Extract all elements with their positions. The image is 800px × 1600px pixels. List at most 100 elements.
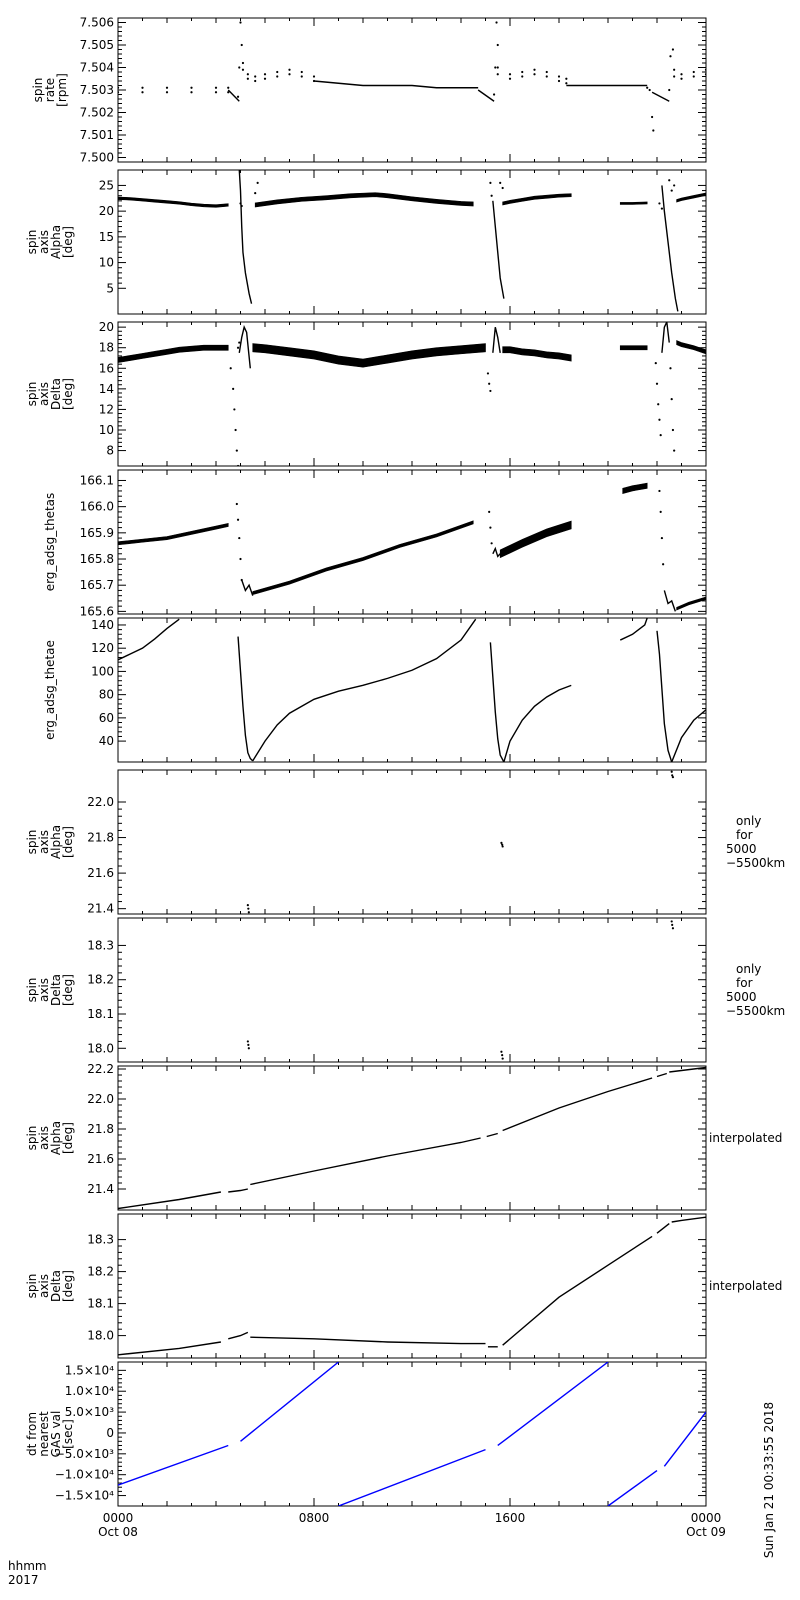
data-point — [495, 21, 498, 24]
data-point — [660, 207, 664, 210]
series-band — [118, 523, 229, 546]
y-tick-label: 18.3 — [87, 1233, 114, 1247]
y-axis-label: spin — [25, 382, 39, 407]
y-tick-label: 7.504 — [80, 61, 114, 75]
data-point — [673, 184, 676, 187]
data-point — [557, 79, 561, 83]
y-tick-label: 22.0 — [87, 795, 114, 809]
y-tick-label: −1.0×10⁴ — [55, 1468, 114, 1482]
data-point — [235, 502, 238, 506]
plot-frame — [117, 917, 707, 1063]
plot-area — [118, 1362, 706, 1506]
y-axis-label: GAS val — [49, 1411, 63, 1458]
side-annotation: for — [736, 828, 753, 842]
y-tick-label: 7.505 — [80, 38, 114, 52]
plot-frame — [117, 769, 707, 915]
y-axis-label: [deg] — [61, 1122, 75, 1154]
data-point — [565, 77, 568, 80]
y-tick-label: 7.503 — [80, 83, 114, 97]
data-point — [229, 367, 232, 370]
y-tick-label: 1.0×10⁴ — [65, 1384, 114, 1398]
panel-1: 7.500 7.501 7.502 7.503 7.504 7.505 7.506 spinr… — [31, 10, 707, 165]
y-axis-label: dt from — [25, 1412, 39, 1456]
y-tick-label: 166.0 — [80, 500, 114, 514]
y-axis-label: [sec] — [61, 1419, 75, 1449]
data-point — [239, 10, 241, 12]
y-tick-label: −1.5×10⁴ — [55, 1489, 114, 1503]
plot-frame — [117, 1361, 707, 1507]
y-tick-label: 120 — [91, 641, 114, 655]
data-point — [276, 75, 279, 78]
data-point — [247, 1047, 250, 1050]
data-point — [652, 129, 655, 132]
y-axis-label: spin — [25, 230, 39, 255]
data-point — [227, 91, 230, 94]
data-point — [670, 189, 673, 192]
series-line — [486, 1132, 498, 1138]
y-tick-label: 7.506 — [80, 16, 114, 30]
data-point — [247, 911, 250, 914]
series-line — [118, 1341, 222, 1356]
series-band — [252, 343, 486, 368]
panel-4: 165.6 165.7 165.8 165.9 166.0 166.1 erg_adsg_t… — [43, 469, 707, 618]
data-point — [496, 73, 499, 76]
data-point — [118, 86, 120, 89]
y-tick-label: 166.1 — [80, 473, 114, 487]
data-point — [263, 73, 267, 76]
series-band — [676, 596, 706, 611]
series-line — [250, 1137, 481, 1186]
y-tick-label: 16 — [99, 361, 114, 375]
y-axis-label: axis — [37, 230, 51, 254]
series-line — [656, 1072, 668, 1078]
series-line — [497, 1362, 609, 1447]
data-point — [692, 70, 695, 74]
data-point — [671, 776, 675, 779]
series-line — [671, 1216, 706, 1223]
y-axis-label: Delta — [49, 378, 63, 410]
data-point — [246, 1040, 249, 1043]
data-point — [501, 845, 504, 848]
y-tick-label: 60 — [99, 711, 114, 725]
data-point — [300, 70, 303, 74]
data-point — [246, 73, 249, 76]
data-point — [490, 194, 493, 197]
data-point — [241, 68, 245, 71]
y-axis-label: axis — [37, 830, 51, 854]
data-point — [671, 923, 674, 926]
series-line — [619, 618, 648, 641]
series-line — [477, 89, 495, 102]
time-axis-footer: hhmm 2017 Sun Jan 21 00:33:55 2018 — [8, 1402, 776, 1587]
data-point — [489, 526, 492, 529]
panel-10: −1.5×10⁴ −1.0×10⁴ −5.0×10³ 0 5.0×10³ 1.0×10⁴ 1… — [25, 1361, 707, 1507]
data-point — [490, 542, 493, 545]
y-axis-label: axis — [37, 1126, 51, 1150]
data-point — [659, 510, 662, 513]
series-line — [661, 322, 670, 353]
y-tick-label: 18.1 — [87, 1297, 114, 1311]
panel-stack: 7.5007.5017.5027.5037.5047.5057.506spinr… — [25, 10, 785, 1540]
data-point — [486, 372, 490, 375]
data-point — [533, 68, 536, 71]
y-axis-label: spin — [25, 1126, 39, 1151]
side-annotation: interpolated — [709, 1279, 782, 1293]
data-point — [240, 43, 243, 47]
y-tick-label: 18.3 — [87, 938, 114, 952]
plot-frame — [117, 1065, 707, 1211]
series-line — [663, 1411, 706, 1467]
series-line — [502, 1077, 653, 1132]
data-point — [557, 75, 561, 78]
y-tick-label: 14 — [99, 382, 114, 396]
data-point — [671, 927, 675, 930]
data-point — [670, 398, 673, 401]
data-point — [673, 449, 676, 452]
data-point — [545, 70, 548, 74]
y-tick-label: 12 — [99, 402, 114, 416]
series-line — [607, 1469, 658, 1506]
data-point — [508, 73, 512, 76]
plot-frame — [117, 617, 707, 763]
data-point — [141, 86, 144, 89]
data-point — [658, 418, 661, 421]
y-tick-label: 5.0×10³ — [65, 1405, 114, 1419]
plot-area — [118, 618, 706, 762]
